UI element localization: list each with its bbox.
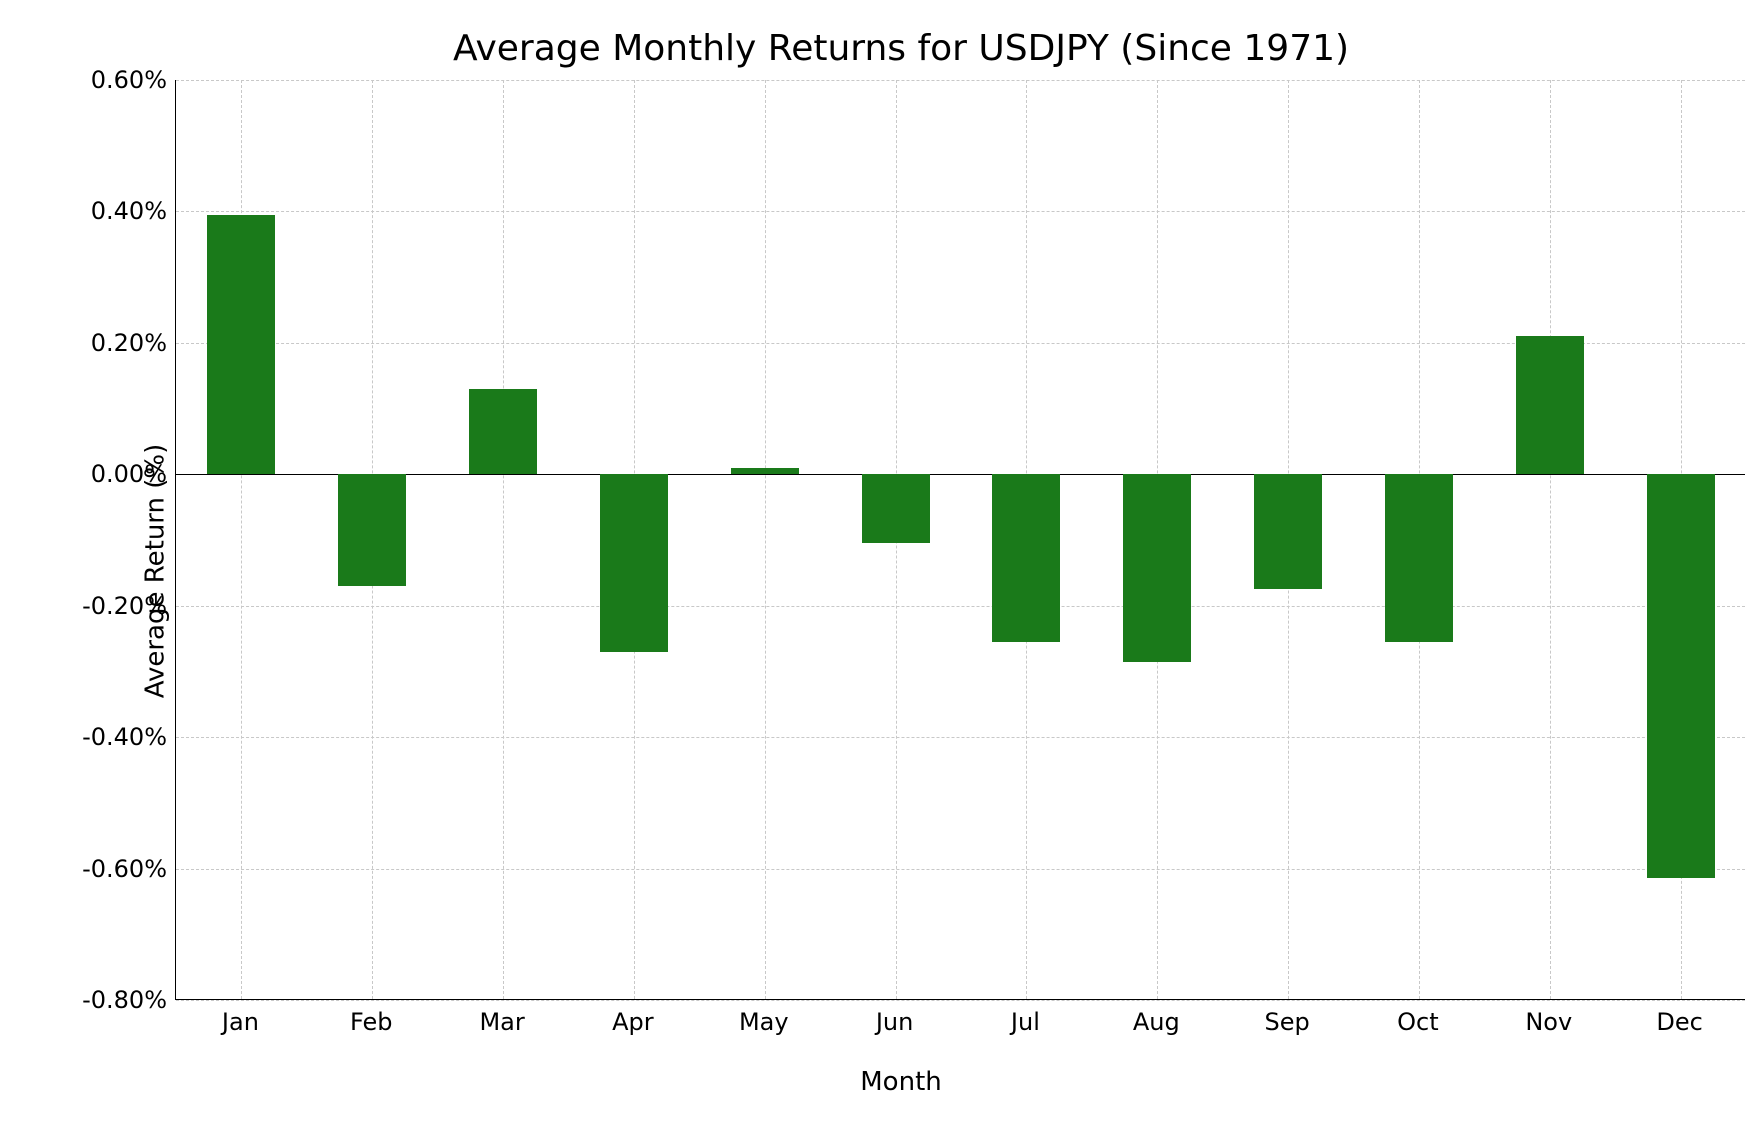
xtick-label: Oct bbox=[1358, 1008, 1478, 1036]
bar-jun bbox=[862, 474, 930, 543]
xtick-label: Jan bbox=[180, 1008, 300, 1036]
bar-oct bbox=[1385, 474, 1453, 642]
zero-baseline bbox=[176, 474, 1745, 475]
plot-area bbox=[175, 80, 1745, 1000]
xtick-label: May bbox=[704, 1008, 824, 1036]
bar-apr bbox=[600, 474, 668, 651]
bar-nov bbox=[1516, 336, 1584, 474]
xtick-label: Jul bbox=[965, 1008, 1085, 1036]
bar-feb bbox=[338, 474, 406, 586]
ytick-label: -0.80% bbox=[27, 986, 167, 1014]
gridline-h bbox=[176, 869, 1745, 870]
ytick-label: -0.20% bbox=[27, 592, 167, 620]
bar-dec bbox=[1647, 474, 1715, 878]
xtick-label: Mar bbox=[442, 1008, 562, 1036]
gridline-h bbox=[176, 737, 1745, 738]
gridline-v bbox=[1550, 80, 1551, 999]
bar-may bbox=[731, 468, 799, 475]
gridline-v bbox=[503, 80, 504, 999]
x-axis-label: Month bbox=[20, 1067, 1762, 1097]
ytick-label: 0.00% bbox=[27, 460, 167, 488]
xtick-label: Apr bbox=[573, 1008, 693, 1036]
ytick-label: 0.40% bbox=[27, 197, 167, 225]
xtick-label: Jun bbox=[835, 1008, 955, 1036]
ytick-label: -0.40% bbox=[27, 723, 167, 751]
xtick-label: Sep bbox=[1227, 1008, 1347, 1036]
bar-sep bbox=[1254, 474, 1322, 589]
bar-jul bbox=[992, 474, 1060, 642]
gridline-h bbox=[176, 211, 1745, 212]
gridline-h bbox=[176, 343, 1745, 344]
xtick-label: Dec bbox=[1620, 1008, 1740, 1036]
ytick-label: 0.60% bbox=[27, 66, 167, 94]
ytick-label: 0.20% bbox=[27, 329, 167, 357]
bar-mar bbox=[469, 389, 537, 474]
gridline-h bbox=[176, 1000, 1745, 1001]
bar-aug bbox=[1123, 474, 1191, 661]
ytick-label: -0.60% bbox=[27, 855, 167, 883]
xtick-label: Aug bbox=[1096, 1008, 1216, 1036]
gridline-h bbox=[176, 606, 1745, 607]
chart-container: Average Monthly Returns for USDJPY (Sinc… bbox=[20, 20, 1762, 1121]
chart-title: Average Monthly Returns for USDJPY (Sinc… bbox=[20, 28, 1762, 69]
bar-jan bbox=[207, 215, 275, 475]
gridline-v bbox=[765, 80, 766, 999]
xtick-label: Nov bbox=[1489, 1008, 1609, 1036]
xtick-label: Feb bbox=[311, 1008, 431, 1036]
gridline-h bbox=[176, 80, 1745, 81]
